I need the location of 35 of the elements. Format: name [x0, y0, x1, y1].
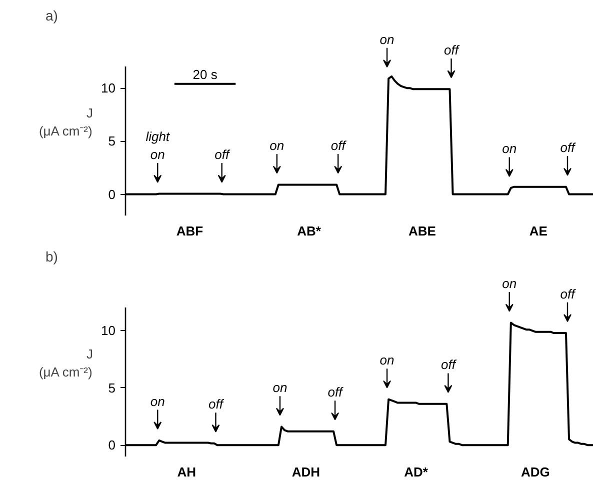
annotation: on: [270, 138, 284, 154]
annotation: on: [502, 141, 517, 156]
text: off: [444, 42, 460, 58]
x-tick-label: ADG: [520, 464, 550, 480]
annotation: on: [272, 380, 288, 396]
x-tick-label: ADH: [292, 464, 320, 480]
annotation: off: [330, 138, 347, 154]
annotation: light on: [146, 129, 171, 162]
chart-title: b): [46, 248, 58, 264]
x-tick-label: ABE: [408, 224, 436, 238]
y-tick-label: 5: [108, 134, 116, 149]
y-axis-title: J (μA cm⁻²): [38, 346, 94, 380]
x-tick-label: AD*: [404, 464, 429, 480]
annotation: off: [560, 140, 576, 156]
annotation: off: [208, 396, 224, 412]
x-tick-label: AH: [177, 464, 196, 480]
x-tick-label: AE: [529, 224, 548, 238]
chart-title: a): [46, 8, 58, 24]
y-tick-label: 10: [101, 323, 116, 338]
y-tick-label: 10: [101, 80, 116, 96]
text: on: [380, 32, 394, 47]
y-tick-label: 0: [108, 186, 116, 202]
annotation: off: [328, 384, 344, 400]
annotation: on: [150, 394, 165, 409]
x-tick-label: ABF: [176, 224, 204, 238]
annotation: on: [380, 352, 394, 368]
y-tick-label: 0: [108, 438, 116, 453]
x-tick-label: AB*: [297, 224, 322, 238]
y-tick-label: 5: [108, 380, 116, 396]
series-label: 20 s: [192, 66, 218, 82]
annotation: off: [440, 357, 457, 372]
y-axis-title: J (μA cm⁻²): [38, 106, 94, 138]
text: on: [502, 276, 517, 292]
text: off: [560, 286, 576, 302]
annotation: off: [214, 147, 230, 162]
